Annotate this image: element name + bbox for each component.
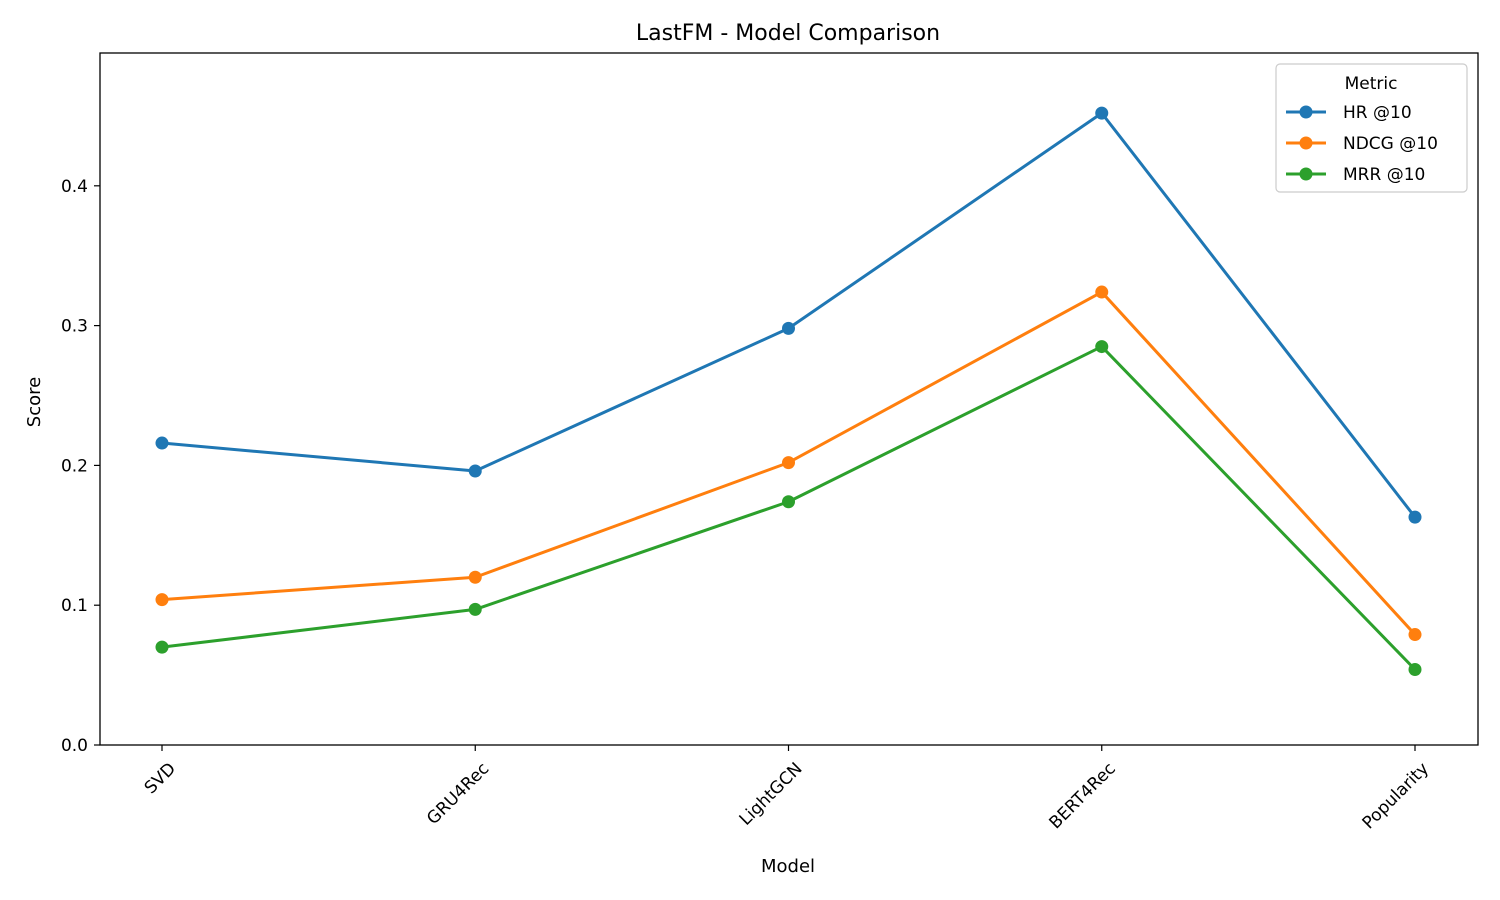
- data-point: [468, 464, 482, 478]
- x-tick-label: BERT4Rec: [1045, 759, 1119, 833]
- legend-swatch-marker: [1299, 167, 1313, 181]
- x-tick-label: SVD: [141, 759, 180, 798]
- x-axis: SVD GRU4Rec LightGCN BERT4Rec Popularity: [141, 745, 1433, 833]
- x-tick-label: LightGCN: [736, 759, 807, 830]
- plot-frame: [99, 52, 1479, 746]
- x-tick-label: Popularity: [1359, 759, 1433, 833]
- series-lines: [155, 106, 1422, 677]
- x-tick-label: GRU4Rec: [423, 759, 493, 829]
- chart-title: LastFM - Model Comparison: [636, 21, 940, 46]
- legend-swatch-marker: [1299, 136, 1313, 150]
- legend-label: MRR @10: [1343, 165, 1425, 185]
- legend-label: HR @10: [1343, 103, 1412, 123]
- data-point: [1408, 628, 1422, 642]
- x-axis-label: Model: [761, 856, 815, 877]
- data-point: [155, 436, 169, 450]
- data-point: [782, 456, 795, 470]
- y-axis: 0.0 0.1 0.2 0.3 0.4: [61, 177, 100, 756]
- y-tick-label: 0.1: [61, 596, 88, 616]
- legend-label: NDCG @10: [1343, 134, 1438, 154]
- legend: Metric HR @10 NDCG @10 MRR @10: [1275, 63, 1468, 193]
- data-point: [468, 570, 482, 584]
- legend-title: Metric: [1345, 74, 1398, 94]
- legend-swatch-marker: [1299, 105, 1313, 119]
- y-tick-label: 0.4: [61, 177, 88, 197]
- data-point: [155, 593, 169, 607]
- legend-box: [1275, 63, 1468, 193]
- y-tick-label: 0.3: [61, 317, 88, 337]
- data-point: [468, 602, 482, 616]
- data-point: [1095, 106, 1109, 120]
- plot-area: [99, 52, 1479, 746]
- data-point: [1095, 340, 1109, 354]
- data-point: [782, 321, 795, 335]
- y-tick-label: 0.0: [61, 736, 88, 756]
- data-point: [782, 495, 795, 509]
- data-point: [1095, 285, 1109, 299]
- data-point: [155, 640, 169, 654]
- data-point: [1408, 663, 1422, 677]
- y-tick-label: 0.2: [61, 456, 88, 476]
- data-point: [1408, 510, 1422, 524]
- y-axis-label: Score: [24, 377, 45, 427]
